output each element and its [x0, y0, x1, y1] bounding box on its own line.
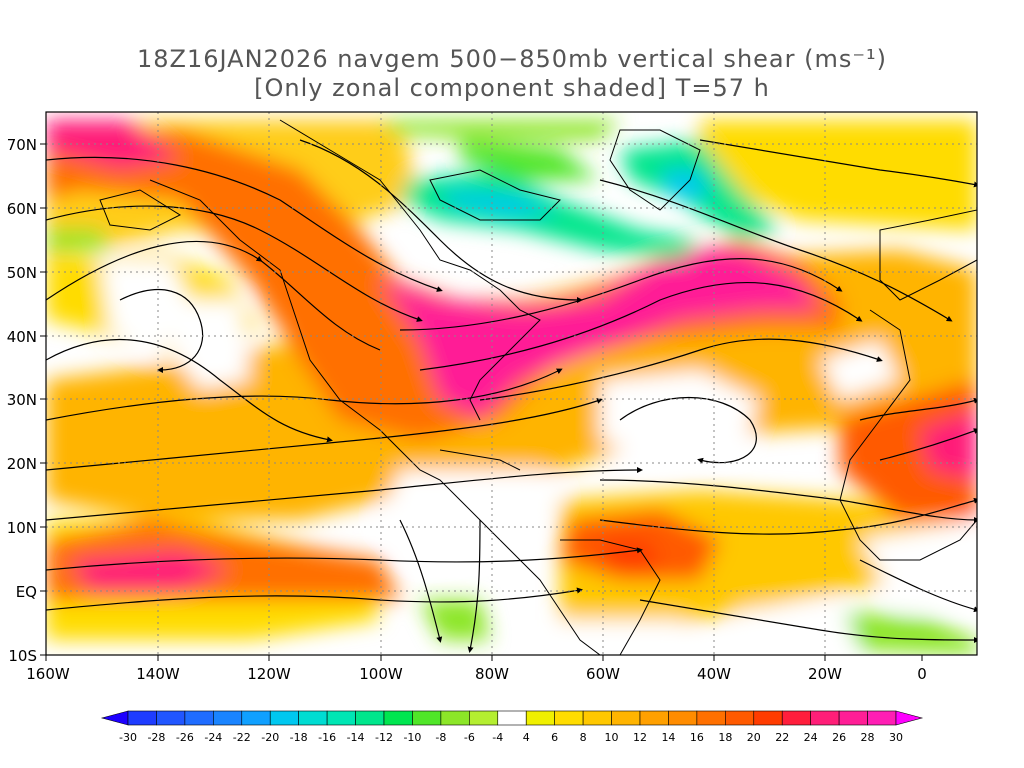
- latitude-labels: 70N 60N 50N 40N 30N 20N 10N EQ 10S: [7, 136, 37, 665]
- colorbar-label: -10: [403, 731, 421, 744]
- colorbar-swatch: [355, 710, 385, 726]
- map-title-line1: 18Z16JAN2026 navgem 500−850mb vertical s…: [136, 45, 888, 73]
- colorbar-label: -12: [375, 731, 393, 744]
- colorbar-label: -30: [119, 731, 137, 744]
- colorbar-swatch: [582, 710, 612, 726]
- colorbar-swatch: [611, 710, 641, 726]
- colorbar-swatch: [383, 710, 413, 726]
- colorbar-label: 30: [889, 731, 903, 744]
- colorbar-swatch: [497, 710, 527, 726]
- colorbar-swatch: [639, 710, 669, 726]
- colorbar-label: -18: [290, 731, 308, 744]
- colorbar: -30 -28 -26 -24 -22 -20 -18 -16 -14 -12 -10 -8 -6 -4 4…: [100, 710, 924, 744]
- lon-label: 40W: [697, 665, 731, 683]
- colorbar-swatch: [298, 710, 328, 726]
- shear-streamlines: [46, 139, 977, 653]
- colorbar-label: -20: [261, 731, 279, 744]
- colorbar-swatch: [668, 710, 698, 726]
- lat-label: 30N: [7, 391, 37, 409]
- graticule: [46, 112, 977, 655]
- colorbar-swatch: [412, 710, 442, 726]
- lat-label: EQ: [16, 583, 37, 601]
- lat-label: 60N: [7, 200, 37, 218]
- colorbar-label: -16: [318, 731, 336, 744]
- colorbar-label: 14: [661, 731, 675, 744]
- colorbar-label: 12: [633, 731, 647, 744]
- colorbar-label: 16: [690, 731, 704, 744]
- colorbar-swatch: [269, 710, 299, 726]
- colorbar-swatch: [696, 710, 726, 726]
- lon-label: 100W: [359, 665, 403, 683]
- colorbar-label: 10: [605, 731, 619, 744]
- colorbar-swatch: [469, 710, 499, 726]
- lon-label: 0: [917, 665, 927, 683]
- lon-label: 140W: [136, 665, 180, 683]
- colorbar-swatch: [838, 710, 868, 726]
- colorbar-swatch: [326, 710, 356, 726]
- lat-label: 70N: [7, 136, 37, 154]
- colorbar-swatch: [127, 710, 157, 726]
- colorbar-swatch: [525, 710, 555, 726]
- lat-label: 10N: [7, 519, 37, 537]
- colorbar-label: 28: [861, 731, 875, 744]
- lat-label: 10S: [8, 647, 37, 665]
- colorbar-swatch: [241, 710, 271, 726]
- lon-label: 20W: [808, 665, 842, 683]
- colorbar-label: 6: [551, 731, 558, 744]
- longitude-labels: 160W 140W 120W 100W 80W 60W 40W 20W 0: [26, 665, 927, 683]
- colorbar-label: -24: [204, 731, 222, 744]
- colorbar-swatch: [810, 710, 840, 726]
- lon-label: 160W: [26, 665, 70, 683]
- colorbar-label: 8: [580, 731, 587, 744]
- shaded-field: [46, 112, 977, 655]
- colorbar-label: -28: [147, 731, 165, 744]
- colorbar-label: 18: [718, 731, 732, 744]
- map-frame: [45, 111, 978, 656]
- colorbar-swatch: [213, 710, 243, 726]
- colorbar-label: 26: [832, 731, 846, 744]
- lat-label: 40N: [7, 328, 37, 346]
- lon-label: 60W: [586, 665, 620, 683]
- colorbar-swatch: [554, 710, 584, 726]
- map-title-line2: [Only zonal component shaded] T=57 h: [254, 74, 770, 102]
- colorbar-label: -4: [492, 731, 503, 744]
- colorbar-label: -8: [435, 731, 446, 744]
- lon-label: 120W: [247, 665, 291, 683]
- lon-label: 80W: [475, 665, 509, 683]
- colorbar-label: 4: [523, 731, 530, 744]
- colorbar-label: -22: [233, 731, 251, 744]
- colorbar-swatch: [156, 710, 186, 726]
- colorbar-swatch: [753, 710, 783, 726]
- colorbar-label: 22: [775, 731, 789, 744]
- colorbar-label: -6: [464, 731, 475, 744]
- lat-label: 20N: [7, 455, 37, 473]
- colorbar-swatch: [440, 710, 470, 726]
- colorbar-swatch: [184, 710, 214, 726]
- colorbar-label: 24: [804, 731, 818, 744]
- colorbar-label: -14: [347, 731, 365, 744]
- colorbar-low-arrow: [100, 710, 129, 726]
- colorbar-label: -26: [176, 731, 194, 744]
- colorbar-label: 20: [747, 731, 761, 744]
- lat-label: 50N: [7, 264, 37, 282]
- colorbar-swatch: [725, 710, 755, 726]
- colorbar-swatch: [867, 710, 897, 726]
- colorbar-swatch: [781, 710, 811, 726]
- colorbar-high-arrow: [895, 710, 924, 726]
